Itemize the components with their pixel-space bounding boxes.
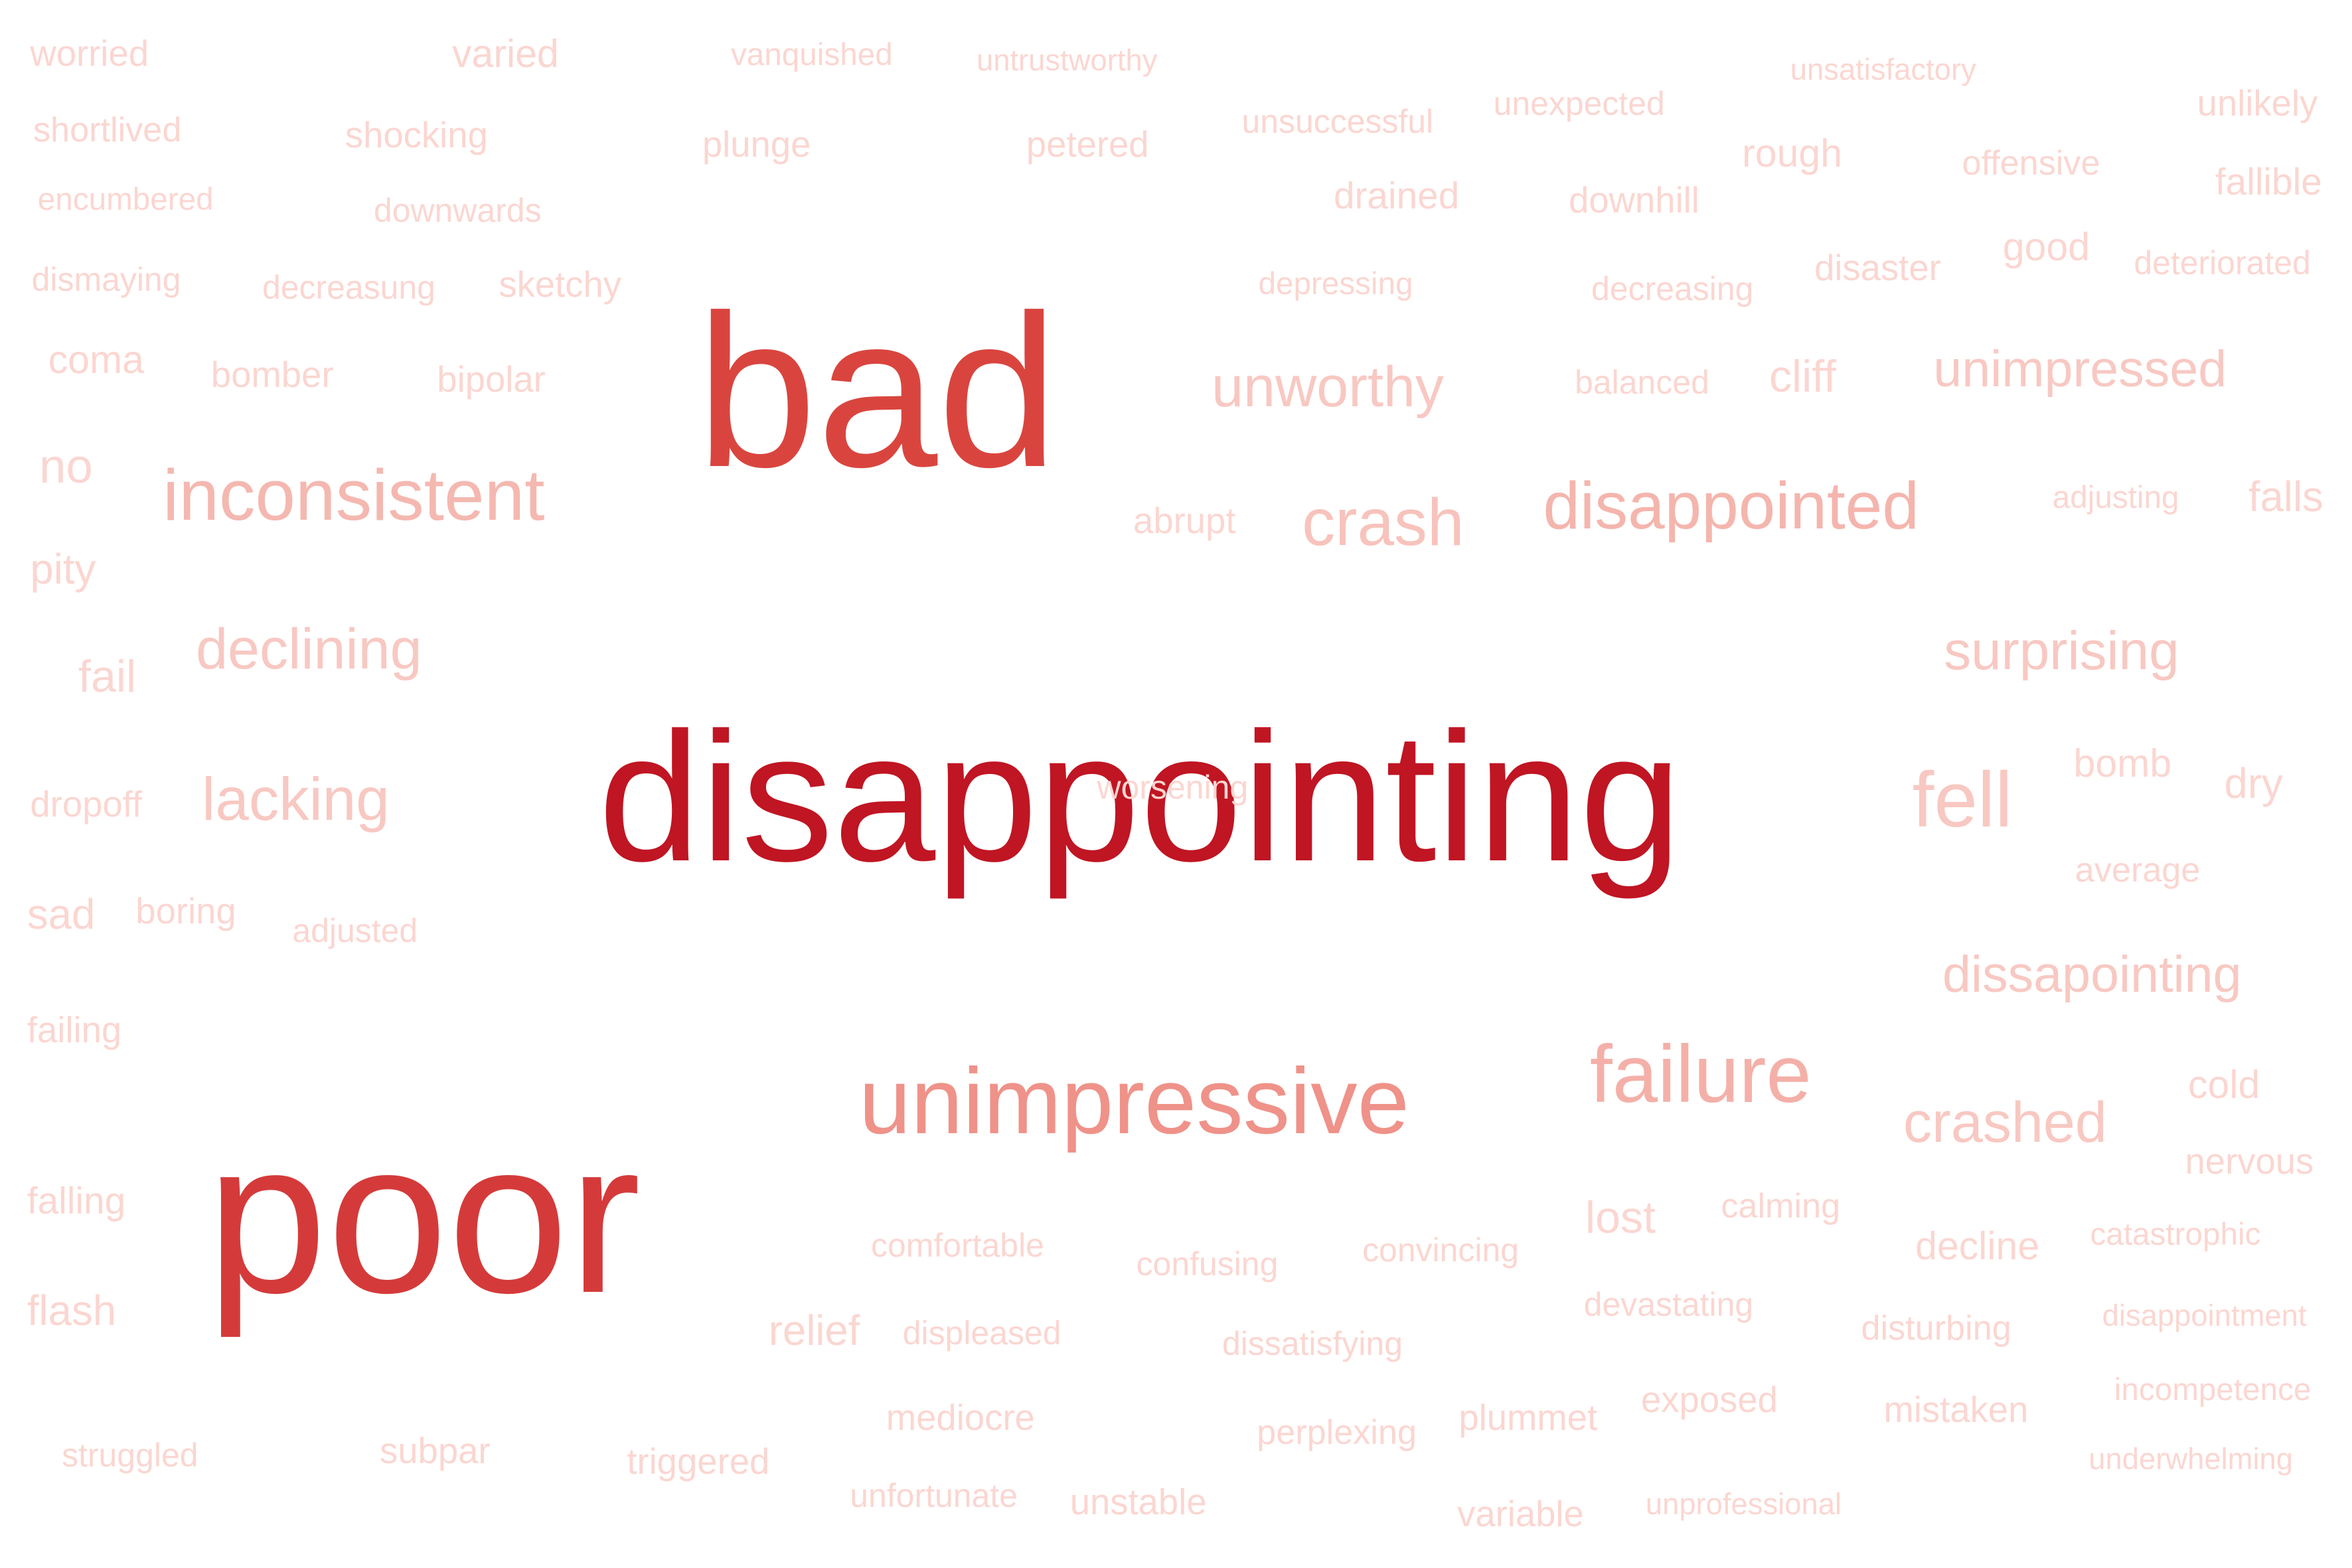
cloud-word-falls: falls [2248, 473, 2323, 521]
cloud-word-decreasung: decreasung [262, 268, 435, 306]
cloud-word-declining: declining [196, 617, 422, 682]
cloud-word-disappointment: disappointment [2102, 1298, 2307, 1332]
cloud-word-failure: failure [1589, 1028, 1812, 1120]
cloud-word-shortlived: shortlived [33, 111, 182, 150]
cloud-word-perplexing: perplexing [1257, 1413, 1417, 1452]
cloud-word-nervous: nervous [2185, 1140, 2314, 1182]
cloud-word-bad: bad [696, 270, 1059, 512]
cloud-word-cold: cold [2188, 1062, 2260, 1107]
cloud-word-cliff: cliff [1768, 351, 1836, 402]
cloud-word-disappointed: disappointed [1543, 469, 1919, 543]
cloud-word-relief: relief [768, 1306, 860, 1354]
cloud-word-flash: flash [27, 1287, 117, 1335]
cloud-word-depressing: depressing [1258, 266, 1413, 302]
cloud-word-dissatisfying: dissatisfying [1221, 1324, 1403, 1362]
cloud-word-disaster: disaster [1814, 247, 1941, 288]
cloud-word-unfortunate: unfortunate [850, 1477, 1018, 1515]
cloud-word-dry: dry [2224, 759, 2283, 807]
cloud-word-pity: pity [30, 546, 96, 593]
cloud-word-deteriorated: deteriorated [2134, 244, 2311, 282]
cloud-word-triggered: triggered [627, 1441, 770, 1482]
cloud-word-confusing: confusing [1136, 1245, 1279, 1283]
cloud-word-dismaying: dismaying [31, 261, 181, 299]
cloud-word-good: good [2002, 224, 2090, 269]
cloud-word-unlikely: unlikely [2197, 83, 2318, 124]
cloud-word-varied: varied [452, 32, 559, 76]
cloud-word-bomb: bomb [2073, 742, 2172, 786]
cloud-word-variable: variable [1457, 1494, 1584, 1535]
cloud-word-disturbing: disturbing [1861, 1308, 2011, 1348]
cloud-word-falling: falling [27, 1180, 126, 1222]
cloud-word-unexpected: unexpected [1493, 84, 1665, 122]
cloud-word-exposed: exposed [1641, 1379, 1778, 1420]
cloud-word-dissapointing: dissapointing [1942, 946, 2242, 1004]
cloud-word-encumbered: encumbered [37, 181, 214, 217]
cloud-word-average: average [2075, 850, 2201, 890]
cloud-word-convincing: convincing [1362, 1231, 1520, 1269]
cloud-word-adjusting: adjusting [2052, 480, 2179, 516]
cloud-word-plunge: plunge [702, 123, 811, 165]
cloud-word-surprising: surprising [1944, 620, 2179, 681]
cloud-word-failing: failing [27, 1010, 122, 1051]
cloud-word-no: no [39, 439, 93, 494]
cloud-word-worried: worried [30, 33, 149, 74]
cloud-word-offensive: offensive [1962, 144, 2100, 183]
cloud-word-catastrophic: catastrophic [2090, 1217, 2261, 1253]
cloud-word-bomber: bomber [210, 354, 334, 395]
cloud-word-drained: drained [1333, 175, 1460, 217]
cloud-word-bipolar: bipolar [437, 358, 546, 400]
cloud-word-petered: petered [1026, 123, 1149, 165]
cloud-word-devastating: devastating [1583, 1285, 1754, 1323]
cloud-word-rough: rough [1742, 131, 1843, 176]
cloud-word-mistaken: mistaken [1883, 1389, 2029, 1431]
cloud-word-shocking: shocking [345, 115, 488, 156]
cloud-word-poor: poor [206, 1095, 641, 1338]
cloud-word-untrustworthy: untrustworthy [976, 43, 1158, 78]
cloud-word-dropoff: dropoff [30, 783, 142, 824]
cloud-word-decline: decline [1915, 1223, 2040, 1268]
cloud-word-unsuccessful: unsuccessful [1241, 102, 1434, 140]
cloud-word-adjusted: adjusted [292, 911, 418, 949]
cloud-word-crashed: crashed [1903, 1091, 2107, 1155]
cloud-word-mediocre: mediocre [886, 1397, 1035, 1438]
cloud-word-calming: calming [1721, 1187, 1841, 1226]
cloud-word-decreasing: decreasing [1591, 270, 1754, 307]
cloud-word-lost: lost [1585, 1192, 1656, 1243]
cloud-word-unimpressed: unimpressed [1933, 340, 2227, 398]
cloud-word-crash: crash [1302, 485, 1464, 560]
cloud-word-balanced: balanced [1575, 363, 1709, 401]
cloud-word-fell: fell [1912, 756, 2013, 844]
cloud-word-abrupt: abrupt [1133, 501, 1236, 542]
cloud-word-inconsistent: inconsistent [163, 455, 545, 536]
cloud-word-underwhelming: underwhelming [2088, 1441, 2294, 1476]
cloud-word-sad: sad [27, 891, 96, 939]
cloud-word-worsening: worsening [1097, 769, 1249, 807]
cloud-word-lacking: lacking [202, 765, 390, 833]
cloud-word-disappointing: disappointing [598, 694, 1682, 900]
cloud-word-struggled: struggled [62, 1436, 198, 1474]
cloud-word-vanquished: vanquished [730, 37, 893, 73]
cloud-word-boring: boring [135, 891, 236, 932]
cloud-word-displeased: displeased [902, 1314, 1061, 1352]
cloud-word-unsatisfactory: unsatisfactory [1790, 52, 1976, 86]
cloud-word-plummet: plummet [1458, 1397, 1598, 1438]
cloud-word-downhill: downhill [1569, 179, 1699, 220]
cloud-word-downwards: downwards [373, 191, 542, 229]
cloud-word-incompetence: incompetence [2114, 1372, 2312, 1408]
cloud-word-subpar: subpar [380, 1430, 491, 1471]
cloud-word-comfortable: comfortable [871, 1227, 1044, 1265]
cloud-word-unimpressive: unimpressive [858, 1049, 1409, 1153]
cloud-word-unstable: unstable [1069, 1481, 1207, 1522]
cloud-word-unworthy: unworthy [1212, 355, 1445, 420]
cloud-word-fail: fail [78, 651, 137, 702]
cloud-word-coma: coma [48, 338, 144, 382]
cloud-word-unprofessional: unprofessional [1645, 1486, 1842, 1521]
cloud-word-sketchy: sketchy [499, 264, 622, 305]
cloud-word-fallible: fallible [2215, 161, 2322, 204]
